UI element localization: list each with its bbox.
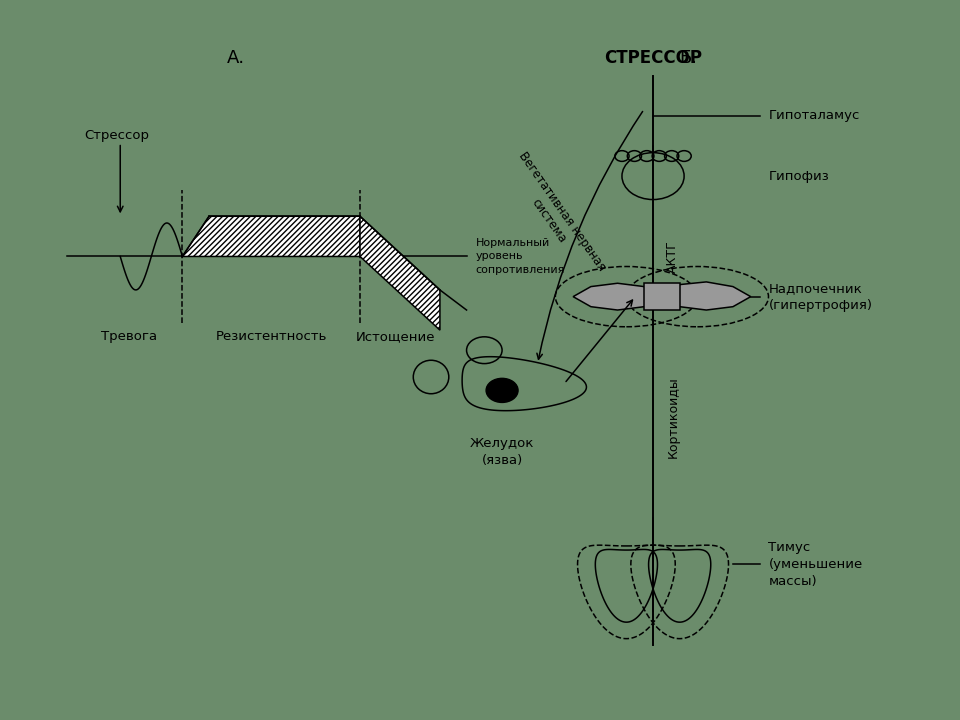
Text: Желудок
(язва): Желудок (язва) — [469, 437, 535, 467]
Text: Тимус
(уменьшение
массы): Тимус (уменьшение массы) — [769, 541, 863, 588]
Circle shape — [486, 378, 518, 402]
Polygon shape — [182, 216, 360, 256]
Polygon shape — [360, 216, 440, 330]
Text: Тревога: Тревога — [101, 330, 157, 343]
Polygon shape — [644, 283, 680, 310]
Text: Надпочечник
(гипертрофия): Надпочечник (гипертрофия) — [769, 282, 873, 312]
Text: СТРЕССОР: СТРЕССОР — [604, 49, 702, 67]
Text: Кортикоиды: Кортикоиды — [666, 377, 680, 458]
Polygon shape — [653, 282, 751, 310]
Text: Истощение: Истощение — [356, 330, 435, 343]
Text: Нормальный
уровень
сопротивления: Нормальный уровень сопротивления — [475, 238, 564, 274]
Text: АКТГ: АКТГ — [666, 240, 680, 273]
Text: Гипофиз: Гипофиз — [769, 170, 829, 183]
Polygon shape — [573, 283, 653, 310]
Text: А.: А. — [227, 49, 245, 67]
Text: Гипоталамус: Гипоталамус — [769, 109, 860, 122]
Text: Резистентность: Резистентность — [215, 330, 327, 343]
Text: Стрессор: Стрессор — [84, 129, 150, 143]
Text: Б.: Б. — [680, 49, 698, 67]
Text: Вегетативная нервная
система: Вегетативная нервная система — [503, 150, 608, 283]
